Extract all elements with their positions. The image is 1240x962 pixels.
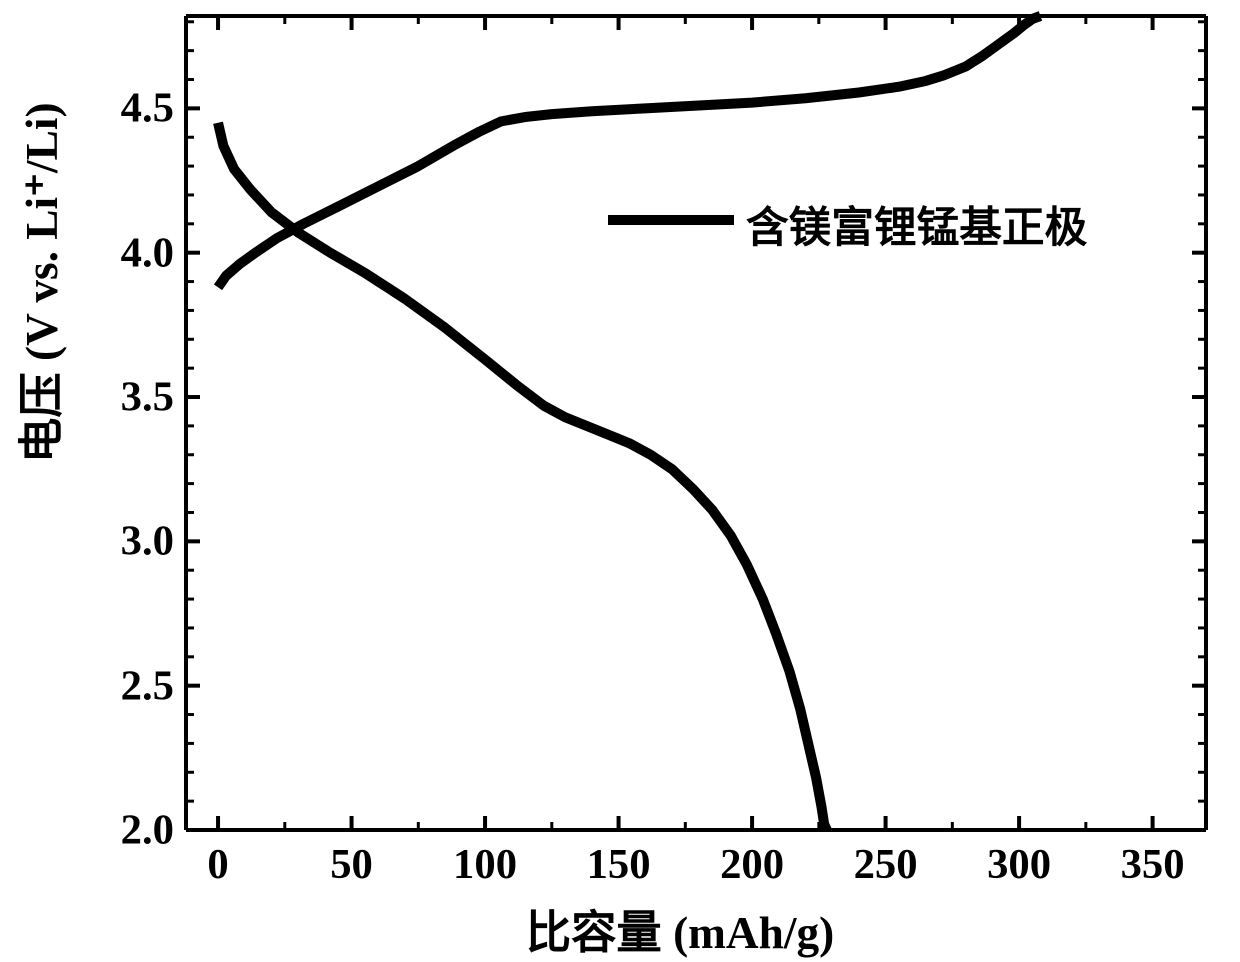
plot-area xyxy=(0,0,1240,962)
series-discharge_curve xyxy=(218,123,827,830)
chart-figure: 电压 (V vs. Li⁺/Li) 比容量 (mAh/g) 2.02.53.03… xyxy=(0,0,1240,962)
series-charge_curve xyxy=(218,16,1040,287)
